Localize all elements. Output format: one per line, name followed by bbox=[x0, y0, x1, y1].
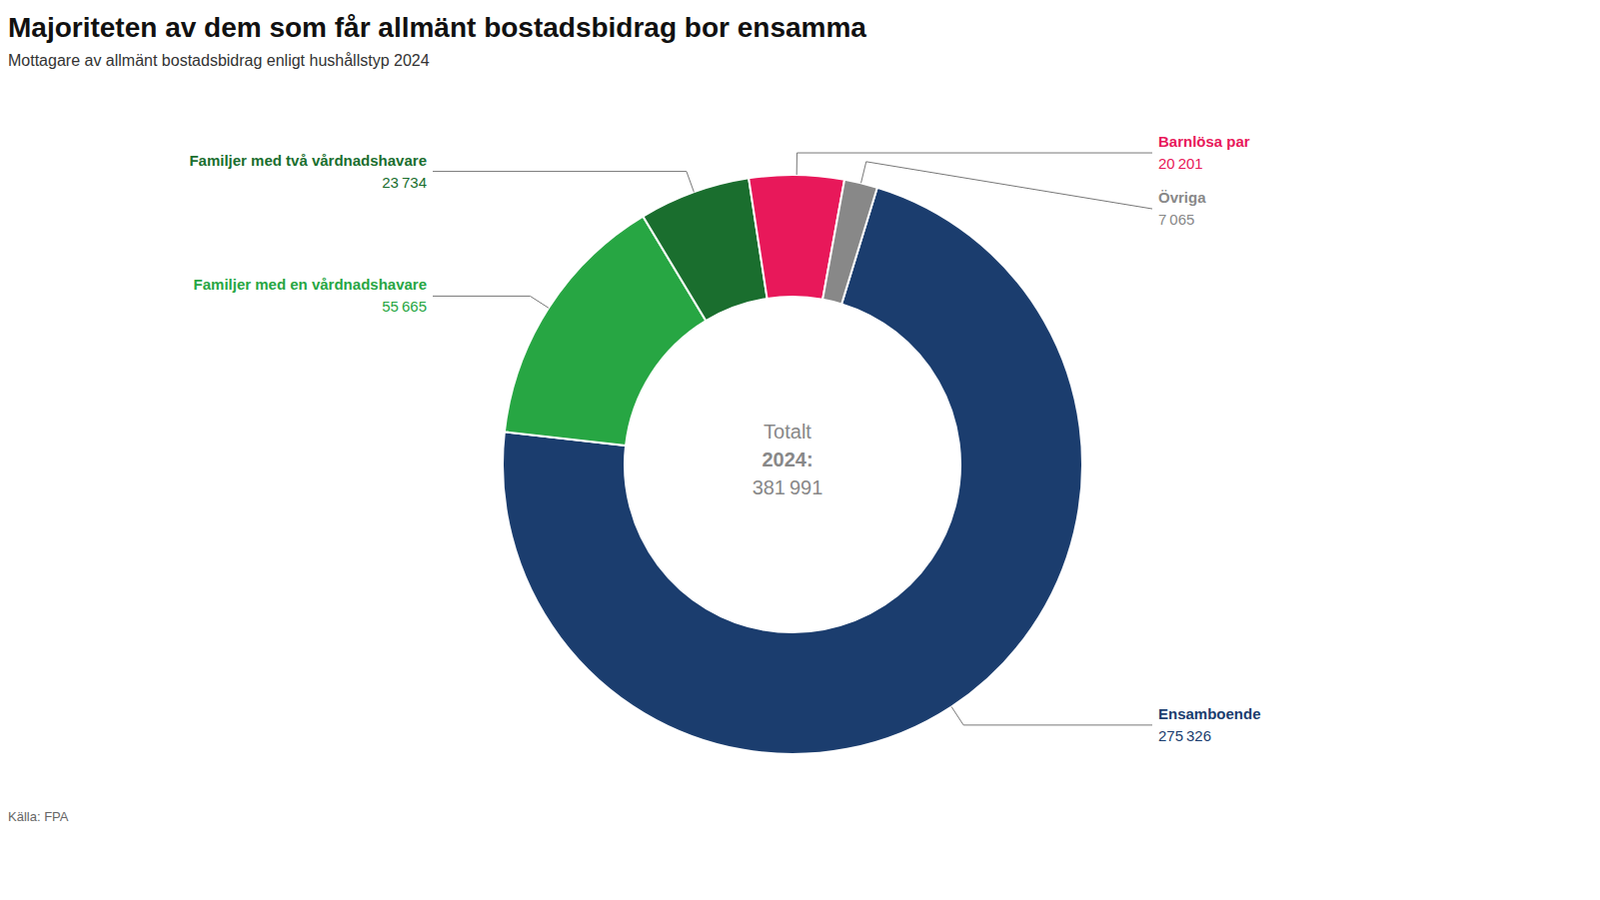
svg-text:55 665: 55 665 bbox=[381, 297, 427, 315]
html-text:2024:: 2024: bbox=[761, 448, 814, 471]
html-text:381 991: 381 991 bbox=[752, 476, 823, 499]
svg-text:7 065: 7 065 bbox=[1158, 210, 1195, 228]
svg-text:Barnlösa par: Barnlösa par bbox=[1158, 132, 1251, 150]
html-text:Källa: FPA: Källa: FPA bbox=[7, 809, 69, 825]
svg-text:Ensamboende: Ensamboende bbox=[1158, 705, 1262, 723]
svg-text:Familjer med två vårdnadshavar: Familjer med två vårdnadshavare bbox=[188, 151, 427, 169]
html-text:Mottagare av allmänt bostadsbi: Mottagare av allmänt bostadsbidrag enlig… bbox=[7, 51, 430, 69]
html-text:Totalt: Totalt bbox=[763, 420, 812, 443]
svg-text:275 326: 275 326 bbox=[1158, 727, 1212, 745]
html-text:Majoriteten av dem som får all: Majoriteten av dem som får allmänt bosta… bbox=[7, 11, 867, 43]
svg-text:Familjer med en vårdnadshavare: Familjer med en vårdnadshavare bbox=[193, 275, 427, 293]
svg-text:Övriga: Övriga bbox=[1158, 188, 1207, 206]
svg-text:20 201: 20 201 bbox=[1158, 154, 1204, 172]
svg-text:23 734: 23 734 bbox=[381, 173, 427, 191]
